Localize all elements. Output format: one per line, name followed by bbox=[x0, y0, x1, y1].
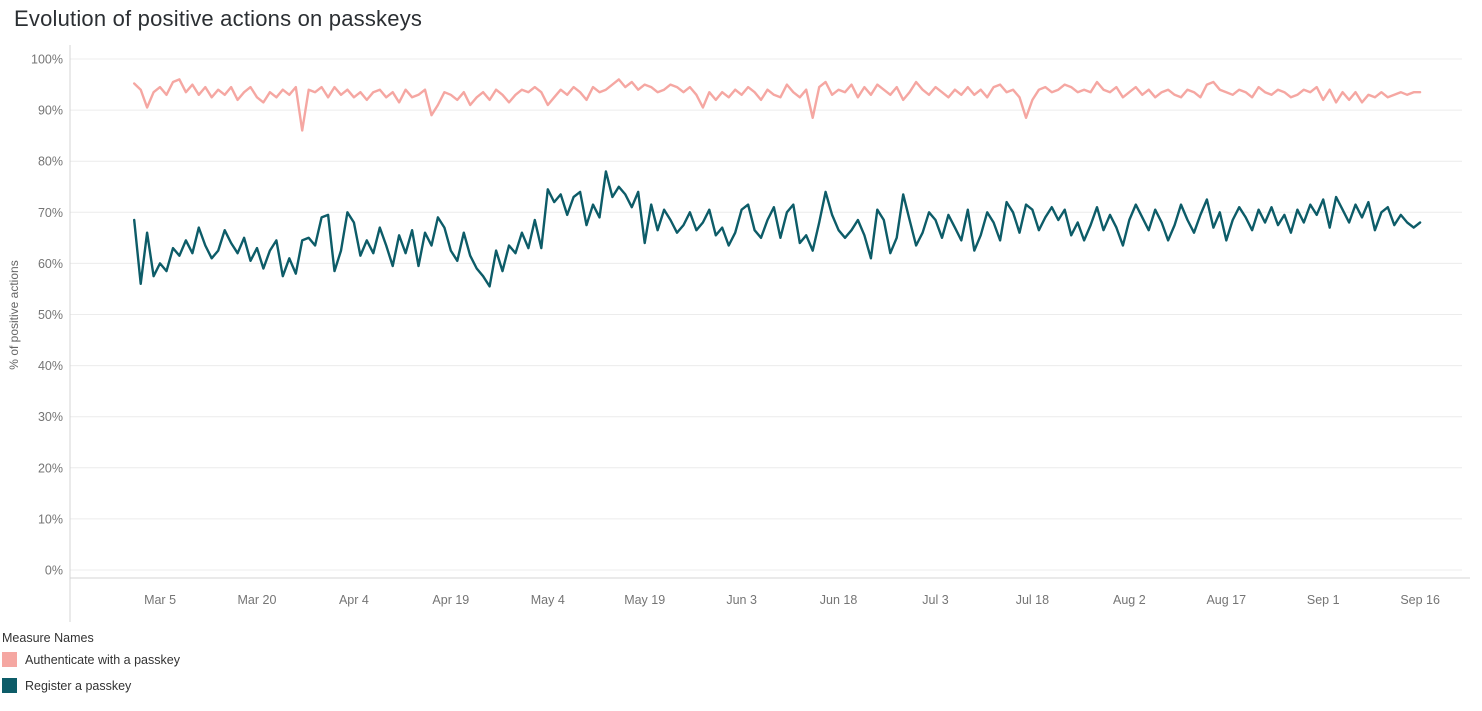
legend-label-authenticate: Authenticate with a passkey bbox=[25, 652, 180, 667]
legend-label-register: Register a passkey bbox=[25, 678, 132, 693]
x-tick-label: Mar 20 bbox=[238, 593, 277, 607]
y-tick-label: 10% bbox=[38, 512, 63, 526]
y-tick-label: 40% bbox=[38, 359, 63, 373]
x-tick-label: May 19 bbox=[624, 593, 665, 607]
y-tick-label: 20% bbox=[38, 461, 63, 475]
x-tick-label: May 4 bbox=[531, 593, 565, 607]
y-tick-label: 80% bbox=[38, 155, 63, 169]
page-title: Evolution of positive actions on passkey… bbox=[14, 6, 423, 31]
y-tick-label: 0% bbox=[45, 564, 63, 578]
x-tick-label: Sep 1 bbox=[1307, 593, 1340, 607]
authenticate-line[interactable] bbox=[132, 78, 1422, 132]
x-tick-label: Mar 5 bbox=[144, 593, 176, 607]
line-chart: 0% 10% 20% 30% 40% 50% 60% 70% 80% 90% 100% Mar 5 Ma… bbox=[7, 45, 1470, 622]
y-tick-label: 70% bbox=[38, 206, 63, 220]
register-swatch-icon bbox=[2, 678, 17, 693]
x-tick-label: Jul 3 bbox=[922, 593, 948, 607]
legend: Measure Names Authenticate with a passke… bbox=[2, 631, 402, 704]
legend-item-register[interactable]: Register a passkey bbox=[2, 678, 402, 693]
authenticate-swatch-icon bbox=[2, 652, 17, 667]
x-tick-label: Jun 3 bbox=[726, 593, 757, 607]
legend-item-authenticate[interactable]: Authenticate with a passkey bbox=[2, 652, 402, 667]
y-tick-label: 50% bbox=[38, 308, 63, 322]
x-tick-label: Aug 2 bbox=[1113, 593, 1146, 607]
register-line[interactable] bbox=[132, 170, 1422, 288]
x-tick-label: Apr 19 bbox=[432, 593, 469, 607]
x-tick-label: Jul 18 bbox=[1016, 593, 1049, 607]
x-tick-label: Apr 4 bbox=[339, 593, 369, 607]
legend-title: Measure Names bbox=[2, 631, 94, 645]
y-tick-label: 60% bbox=[38, 257, 63, 271]
y-tick-label: 90% bbox=[38, 104, 63, 118]
y-axis-title: % of positive actions bbox=[7, 260, 21, 369]
x-tick-label: Sep 16 bbox=[1400, 593, 1440, 607]
y-tick-label: 100% bbox=[31, 53, 63, 67]
x-tick-label: Aug 17 bbox=[1206, 593, 1246, 607]
y-tick-label: 30% bbox=[38, 410, 63, 424]
x-tick-label: Jun 18 bbox=[820, 593, 858, 607]
